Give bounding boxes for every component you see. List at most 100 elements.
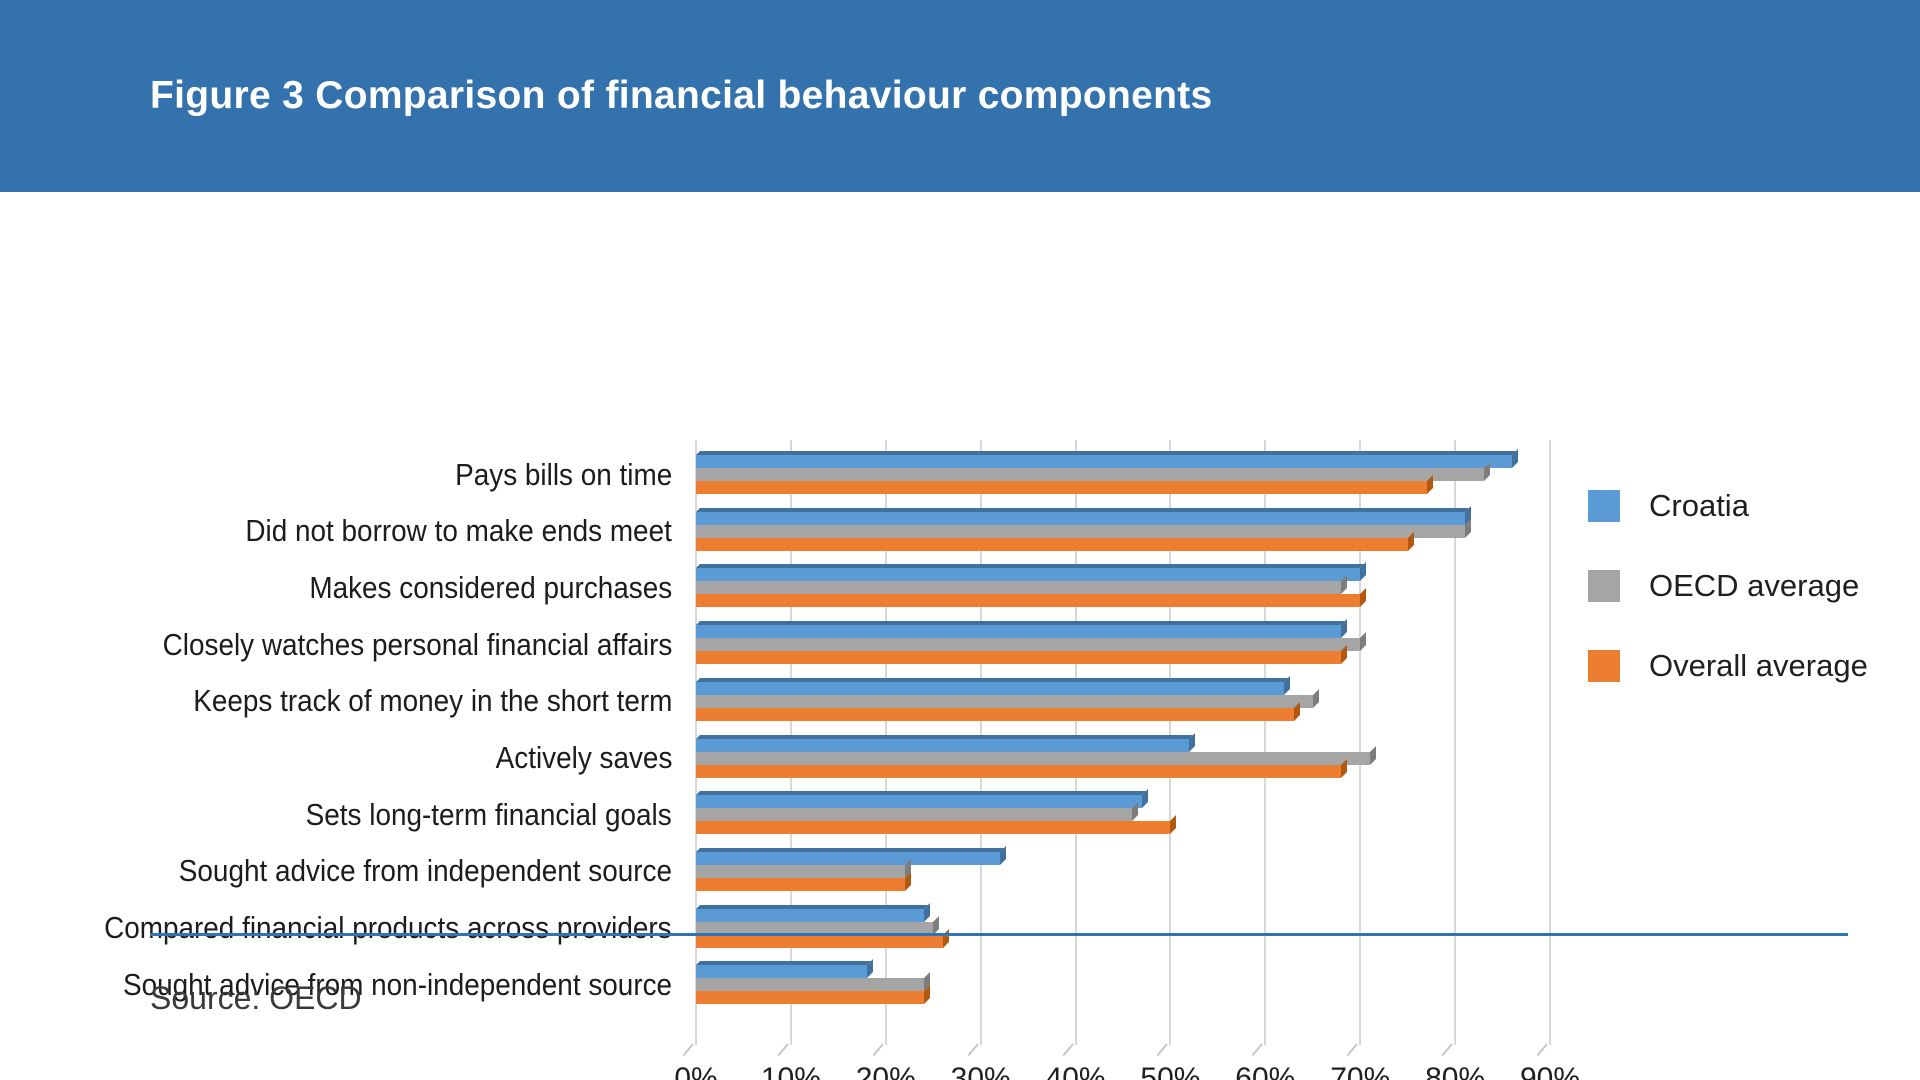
bar-croatia <box>696 619 1348 639</box>
bar-croatia <box>696 449 1519 468</box>
bar-3d-end-cap <box>1360 588 1367 608</box>
axis-tick <box>1346 1043 1358 1057</box>
source-caption: Source: OECD <box>150 980 362 1016</box>
bar-3d-top-edge <box>696 734 1194 739</box>
axis-tick <box>1157 1043 1169 1057</box>
x-tick-label: 60% <box>1235 1062 1296 1080</box>
gridline <box>1549 440 1551 1045</box>
bar-oecd-average <box>696 745 1376 765</box>
bar-overall-average <box>696 758 1348 778</box>
axis-tick <box>1062 1043 1074 1057</box>
x-tick-label: 30% <box>950 1062 1011 1080</box>
legend-swatch-oecd-average <box>1588 570 1620 602</box>
bar-3d-top-edge <box>696 507 1469 512</box>
bar-3d-top-edge <box>696 451 1517 455</box>
category-label: Compared financial products across provi… <box>104 910 672 946</box>
category-label: Keeps track of money in the short term <box>192 683 672 719</box>
bar-croatia <box>696 732 1196 752</box>
category-label: Sets long-term financial goals <box>306 796 672 832</box>
chart-region: Pays bills on time Did not borrow to make… <box>0 192 1920 1080</box>
bar-3d-top-edge <box>696 904 928 909</box>
axis-tick <box>967 1043 979 1057</box>
bar-3d-end-cap <box>1170 815 1177 835</box>
legend-swatch-croatia <box>1588 490 1620 522</box>
bar-overall-average <box>696 645 1348 665</box>
x-tick-label: 90% <box>1519 1062 1581 1080</box>
category-axis: Pays bills on time Did not borrow to make… <box>60 192 672 1080</box>
bar-3d-end-cap <box>1341 575 1348 595</box>
legend-item-overall-average: Overall average <box>1588 648 1868 683</box>
bar-overall-average <box>696 588 1367 608</box>
figure-title: Figure 3 Comparison of financial behavio… <box>150 74 1213 117</box>
bar-3d-end-cap <box>942 928 949 948</box>
axis-tick <box>777 1043 789 1057</box>
plot-area: 0% 10% 20% 30% 40% 50% 60% 70% 80% 90% <box>674 440 1580 1080</box>
bar-overall-average <box>696 815 1177 835</box>
category-label: Sought advice from non-independent sourc… <box>122 966 672 1002</box>
x-tick-label: 70% <box>1330 1062 1391 1080</box>
category-label: Pays bills on time <box>454 456 672 492</box>
gridline <box>1454 440 1457 1045</box>
bar-3d-end-cap <box>933 915 940 935</box>
header-band: Figure 3 Comparison of financial behavio… <box>0 0 1920 192</box>
x-tick-label: 0% <box>674 1062 718 1080</box>
category-label: Makes considered purchases <box>309 569 672 605</box>
bar-3d-top-edge <box>696 564 1365 569</box>
axis-tick <box>1251 1043 1264 1057</box>
bar-3d-end-cap <box>1312 688 1319 708</box>
bar-oecd-average <box>696 575 1348 595</box>
gridline <box>1264 440 1267 1045</box>
bar-oecd-average <box>696 858 911 878</box>
gridline <box>1359 440 1362 1045</box>
bar-3d-end-cap <box>1369 745 1376 765</box>
category-label: Actively saves <box>495 740 672 775</box>
category-label: Did not borrow to make ends meet <box>245 513 672 549</box>
bar-croatia <box>696 845 1006 865</box>
legend-label: Overall average <box>1649 648 1868 683</box>
legend-swatch-overall-average <box>1588 650 1620 682</box>
bar-croatia <box>696 675 1291 695</box>
bar-oecd-average <box>696 972 930 992</box>
bar-oecd-average <box>696 462 1490 481</box>
axis-tick <box>1441 1043 1453 1057</box>
bar-overall-average <box>696 985 930 1005</box>
axis-tick <box>1536 1043 1548 1057</box>
axis-tick <box>682 1043 694 1057</box>
legend-label: Croatia <box>1649 488 1749 523</box>
bar-3d-end-cap <box>1360 562 1367 582</box>
chart-legend: Croatia OECD average Overall average <box>1588 488 1868 729</box>
x-tick-label: 80% <box>1425 1062 1486 1080</box>
bar-3d-top-edge <box>696 677 1289 682</box>
footer-divider <box>150 933 1848 936</box>
bar-overall-average <box>696 531 1414 551</box>
bar-oecd-average <box>696 518 1471 538</box>
legend-label: OECD average <box>1649 568 1860 603</box>
bar-overall-average <box>696 928 949 948</box>
bar-3d-top-edge <box>696 791 1146 796</box>
x-tick-label: 10% <box>760 1062 821 1080</box>
bar-croatia <box>696 789 1148 809</box>
bar-3d-end-cap <box>1132 802 1139 822</box>
axis-tick <box>872 1043 884 1057</box>
x-tick-label: 50% <box>1140 1062 1201 1080</box>
bar-oecd-average <box>696 688 1319 708</box>
bar-oecd-average <box>696 915 940 935</box>
bar-overall-average <box>696 475 1433 494</box>
bar-croatia <box>696 959 873 979</box>
bar-3d-top-edge <box>696 621 1346 626</box>
bar-croatia <box>696 505 1471 525</box>
x-tick-label: 40% <box>1045 1062 1106 1080</box>
bar-3d-end-cap <box>1341 619 1348 639</box>
bar-overall-average <box>696 871 911 891</box>
legend-item-croatia: Croatia <box>1588 488 1868 523</box>
bar-3d-top-edge <box>696 847 1004 852</box>
bar-3d-end-cap <box>1341 645 1348 665</box>
bar-croatia <box>696 562 1367 582</box>
bar-3d-end-cap <box>1360 632 1367 652</box>
bar-croatia <box>696 902 930 922</box>
legend-item-oecd-average: OECD average <box>1588 568 1868 603</box>
bar-3d-top-edge <box>696 961 871 966</box>
category-label: Closely watches personal financial affai… <box>162 626 672 662</box>
bar-oecd-average <box>696 632 1367 652</box>
bar-oecd-average <box>696 802 1139 822</box>
